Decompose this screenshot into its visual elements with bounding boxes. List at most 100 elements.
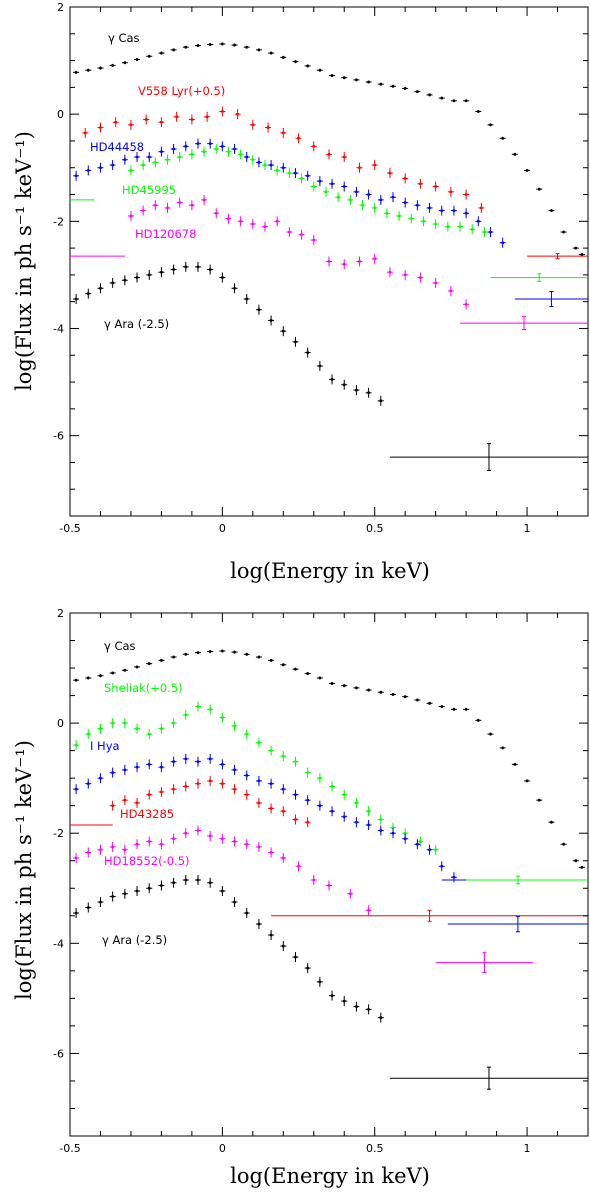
data-point (428, 702, 431, 705)
data-point (135, 58, 139, 61)
data-point (233, 147, 236, 151)
label-hd43285: HD43285 (120, 807, 174, 821)
error-bar (447, 915, 588, 933)
data-point (123, 669, 127, 672)
data-point (562, 843, 565, 846)
data-point (160, 765, 163, 769)
data-point (306, 771, 309, 774)
data-point (196, 829, 200, 832)
data-point (428, 848, 431, 851)
data-point (297, 865, 300, 868)
data-point (135, 889, 139, 893)
data-point (464, 99, 468, 102)
series-group (70, 649, 588, 1090)
data-point (202, 198, 206, 202)
data-point (306, 821, 309, 824)
data-point (221, 716, 224, 719)
data-point (266, 126, 270, 129)
error-bar (435, 952, 534, 973)
data-point (419, 840, 422, 843)
series-2 (73, 753, 457, 883)
data-point (327, 153, 331, 156)
data-point (190, 153, 194, 156)
data-point (208, 268, 212, 271)
data-point (391, 826, 395, 829)
data-point (452, 99, 456, 102)
data-point (111, 64, 114, 67)
data-point (74, 743, 78, 747)
data-point (550, 821, 553, 824)
data-point (580, 253, 584, 256)
error-bar (460, 316, 588, 331)
data-point (373, 257, 376, 261)
data-point (282, 663, 285, 666)
data-point (373, 206, 376, 210)
data-point (175, 115, 178, 119)
data-point (87, 292, 90, 295)
data-point (196, 651, 200, 654)
data-point (245, 155, 248, 159)
data-point (330, 182, 334, 186)
data-point (172, 48, 175, 52)
label-gamma-cas: γ Cas (108, 31, 140, 45)
y-tick-label: -4 (53, 322, 64, 335)
data-point (87, 69, 90, 72)
data-point (349, 892, 352, 895)
data-point (184, 785, 187, 788)
data-point (489, 123, 492, 127)
data-point (257, 161, 261, 164)
x-tick-label: 0.5 (366, 1142, 384, 1155)
series-1 (82, 106, 485, 213)
data-point (111, 895, 114, 898)
data-point (330, 809, 334, 813)
data-point (288, 230, 291, 234)
data-point (148, 887, 151, 890)
data-point (148, 793, 151, 796)
data-point (403, 837, 407, 840)
data-point (428, 93, 431, 97)
series-2 (73, 138, 506, 248)
data-point (385, 212, 389, 215)
y-axis-label: log(Flux in ph s⁻¹ keV⁻¹) (12, 131, 36, 391)
data-point (245, 774, 248, 777)
data-point (208, 708, 212, 711)
data-point (294, 818, 297, 821)
data-point (294, 340, 297, 344)
x-tick-label: -0.5 (59, 1142, 80, 1155)
x-tick-label: 1 (524, 522, 531, 535)
data-point (208, 779, 212, 783)
data-point (422, 220, 425, 223)
series-3 (127, 143, 488, 238)
label-sheliak: Sheliak(+0.5) (104, 681, 183, 695)
data-point (294, 793, 297, 796)
data-point (172, 721, 175, 725)
data-point (221, 649, 224, 653)
data-point (172, 147, 175, 151)
data-point (87, 906, 90, 909)
data-point (471, 228, 474, 231)
data-point (196, 760, 200, 763)
data-point (282, 131, 285, 135)
data-point (452, 876, 456, 879)
data-point (160, 727, 163, 730)
data-point (276, 220, 279, 223)
data-point (184, 713, 187, 717)
data-point (208, 43, 212, 46)
data-point (114, 120, 117, 124)
data-point (221, 889, 224, 893)
data-point (367, 1008, 370, 1011)
data-point (111, 671, 114, 675)
series-0 (73, 649, 585, 869)
plot-frame (69, 612, 589, 1137)
data-point (525, 169, 529, 172)
data-point (416, 90, 419, 93)
data-point (196, 265, 200, 269)
series-4 (127, 194, 470, 310)
data-point (184, 45, 187, 49)
data-point (135, 765, 139, 769)
data-point (196, 878, 200, 882)
data-point (416, 843, 419, 846)
data-point (379, 1016, 382, 1019)
y-tick-label: 2 (57, 607, 64, 620)
error-bar (514, 291, 588, 308)
